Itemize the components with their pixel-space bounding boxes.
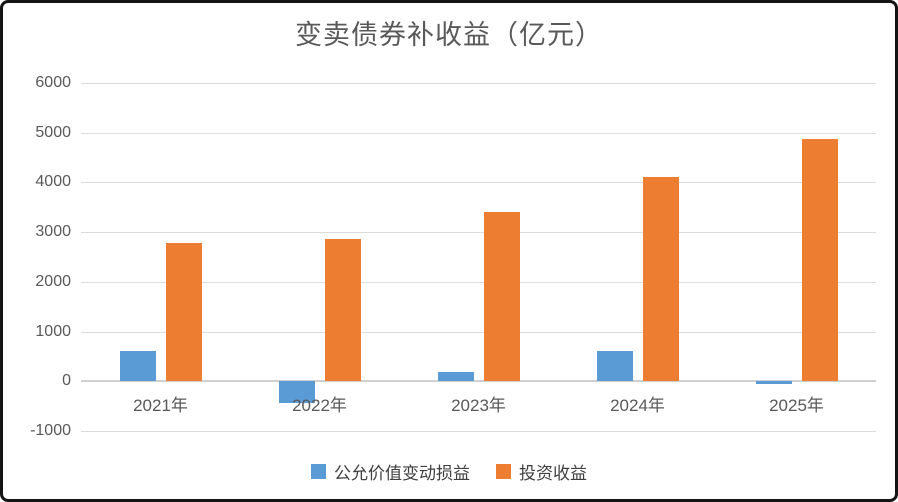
bar-投资收益-2025年 — [801, 138, 838, 382]
x-tick-label-2023年: 2023年 — [451, 396, 506, 415]
gridline-1000 — [81, 331, 876, 333]
gridline-4000 — [81, 182, 876, 184]
bar-公允价值变动损益-2021年 — [119, 351, 156, 382]
x-tick-label-2025年: 2025年 — [769, 396, 824, 415]
chart-title: 变卖债券补收益（亿元） — [295, 20, 603, 51]
legend-label-fair-value-change: 公允价值变动损益 — [334, 464, 470, 484]
bar-公允价值变动损益-2025年 — [755, 381, 792, 384]
legend-label-investment-income: 投资收益 — [519, 464, 587, 484]
gridline-6000 — [81, 83, 876, 84]
legend-item-fair-value-change: 公允价值变动损益 — [311, 459, 470, 484]
bar-投资收益-2024年 — [642, 177, 679, 382]
bar-公允价值变动损益-2023年 — [437, 371, 474, 382]
plot-area: 6000 5000 4000 3000 2000 1000 0 -1000 2021年 2022年… — [3, 3, 895, 499]
y-tick-label-6000: 6000 — [35, 74, 71, 91]
bar-公允价值变动损益-2024年 — [596, 350, 633, 382]
y-tick-label-5000: 5000 — [35, 123, 71, 141]
x-tick-label-2022年: 2022年 — [292, 396, 347, 415]
y-tick-label-1000: 1000 — [35, 322, 71, 340]
legend-swatch-orange-icon — [496, 464, 511, 479]
legend-swatch-blue-icon — [311, 464, 326, 479]
bar-投资收益-2023年 — [483, 211, 520, 382]
gridline-2000 — [81, 281, 876, 283]
chart-legend: 公允价值变动损益 投资收益 — [3, 459, 895, 484]
gridline-5000 — [81, 132, 876, 134]
gridline-3000 — [81, 232, 876, 234]
bar-投资收益-2021年 — [165, 243, 202, 382]
y-tick-label-4000: 4000 — [35, 173, 71, 191]
x-tick-label-2021年: 2021年 — [133, 396, 188, 415]
x-tick-label-2024年: 2024年 — [610, 396, 665, 415]
bar-公允价值变动损益-2022年 — [278, 381, 315, 404]
gridline--1000 — [81, 431, 876, 432]
y-tick-label-3000: 3000 — [35, 223, 71, 241]
bar-投资收益-2022年 — [324, 238, 361, 382]
y-tick-label--1000: -1000 — [30, 422, 71, 439]
x-axis-line — [81, 380, 876, 383]
legend-item-investment-income: 投资收益 — [496, 459, 587, 484]
y-tick-label-2000: 2000 — [35, 272, 71, 290]
y-tick-label-0: 0 — [62, 372, 71, 390]
